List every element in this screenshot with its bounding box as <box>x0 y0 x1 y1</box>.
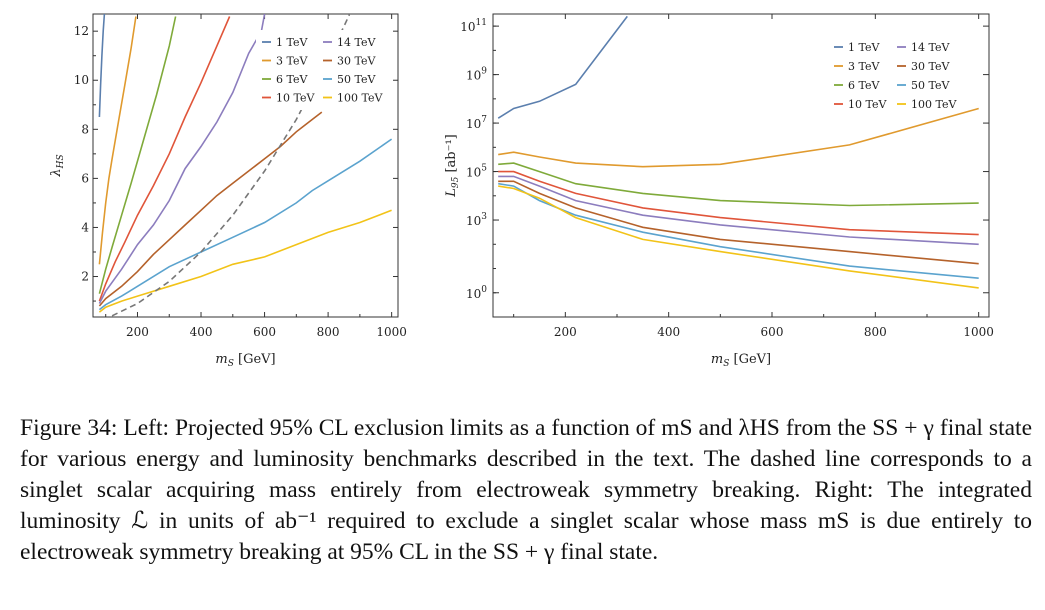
left-y-tick-label: 4 <box>81 220 89 234</box>
right-legend-label-100-tev: 100 TeV <box>911 98 957 111</box>
right-legend-label-3-tev: 3 TeV <box>848 60 880 73</box>
left-series-14-tev <box>98 14 266 304</box>
left-x-tick-label: 600 <box>253 325 276 339</box>
left-x-tick-label: 200 <box>126 325 149 339</box>
right-series-1-tev <box>497 15 628 119</box>
right-y-axis-label: L95 [ab⁻¹] <box>444 134 461 198</box>
left-series-10-tev <box>98 16 231 302</box>
caption-label: Figure 34: <box>20 415 118 441</box>
right-x-tick-label: 400 <box>657 325 680 339</box>
left-y-axis-label: λHS <box>49 154 66 177</box>
right-legend-label-6-tev: 6 TeV <box>848 79 880 92</box>
left-plot-frame <box>92 13 399 318</box>
right-x-axis-label: mS [GeV] <box>711 352 771 369</box>
right-x-tick-label: 1000 <box>963 325 994 339</box>
left-y-tick-label: 8 <box>81 122 89 136</box>
right-legend: 1 TeV 3 TeV 6 TeV 10 TeV 14 TeV 30 TeV 50 TeV 1… <box>834 41 957 111</box>
left-y-tick-label: 12 <box>74 24 89 38</box>
left-y-tick-label: 10 <box>74 73 89 87</box>
right-series-group <box>497 15 979 289</box>
right-y-tick-label: 100 <box>466 285 487 301</box>
left-series-100-tev <box>98 209 392 313</box>
left-legend-label-50-tev: 50 TeV <box>337 73 376 86</box>
right-x-tick-label: 800 <box>864 325 887 339</box>
left-legend-label-14-tev: 14 TeV <box>337 36 376 49</box>
left-x-axis-label: mS [GeV] <box>215 352 275 369</box>
right-legend-label-50-tev: 50 TeV <box>911 79 950 92</box>
left-series-group <box>98 14 393 317</box>
left-x-tick-label: 800 <box>317 325 340 339</box>
right-series-30-tev <box>498 180 979 265</box>
right-plot-frame <box>492 13 990 318</box>
left-series-30-tev <box>98 111 323 307</box>
left-y-tick-label: 6 <box>81 171 89 185</box>
right-y-tick-label: 107 <box>466 115 487 131</box>
left-legend-label-30-tev: 30 TeV <box>337 55 376 68</box>
right-series-3-tev <box>498 107 979 168</box>
left-legend-label-6-tev: 6 TeV <box>276 73 308 86</box>
figure-charts: 200 400 600 800 1000 2 4 6 8 10 12 mS [GeV] λHS 1 TeV… <box>49 13 994 369</box>
left-x-tick-label: 1000 <box>376 325 407 339</box>
right-y-tick-label: 109 <box>466 67 487 83</box>
left-y-tick-label: 2 <box>81 270 89 284</box>
left-legend: 1 TeV 3 TeV 6 TeV 10 TeV 14 TeV 30 TeV 50 TeV 1… <box>256 30 393 110</box>
right-y-tick-label: 105 <box>466 164 487 180</box>
right-legend-label-1-tev: 1 TeV <box>848 41 880 54</box>
left-series-6-tev <box>98 16 177 294</box>
right-chart-luminosity: 200 400 600 800 1000 100 103 105 107 109 1011 mS [G… <box>444 13 994 369</box>
left-series-3-tev <box>98 16 137 265</box>
right-x-tick-label: 200 <box>554 325 577 339</box>
left-legend-label-10-tev: 10 TeV <box>276 92 315 105</box>
right-series-6-tev <box>498 162 979 207</box>
right-y-tick-label: 1011 <box>460 18 487 34</box>
left-legend-label-100-tev: 100 TeV <box>337 92 383 105</box>
right-x-tick-label: 600 <box>761 325 784 339</box>
right-series-50-tev <box>498 182 979 279</box>
right-legend-label-30-tev: 30 TeV <box>911 60 950 73</box>
left-legend-label-1-tev: 1 TeV <box>276 36 308 49</box>
right-series-10-tev <box>498 170 979 236</box>
left-x-tick-label: 400 <box>190 325 213 339</box>
left-series-50-tev <box>98 138 393 311</box>
left-legend-label-3-tev: 3 TeV <box>276 55 308 68</box>
left-series-1-tev <box>98 14 106 118</box>
figure-caption: Figure 34: Left: Projected 95% CL exclus… <box>20 413 1032 568</box>
right-series-14-tev <box>498 175 979 246</box>
right-series-100-tev <box>498 185 979 289</box>
right-legend-label-10-tev: 10 TeV <box>848 98 887 111</box>
left-chart-exclusion-limits: 200 400 600 800 1000 2 4 6 8 10 12 mS [GeV] λHS 1 TeV… <box>49 13 407 369</box>
caption-text: Left: Projected 95% CL exclusion limits … <box>20 415 1032 565</box>
right-y-tick-label: 103 <box>466 212 487 228</box>
right-legend-label-14-tev: 14 TeV <box>911 41 950 54</box>
